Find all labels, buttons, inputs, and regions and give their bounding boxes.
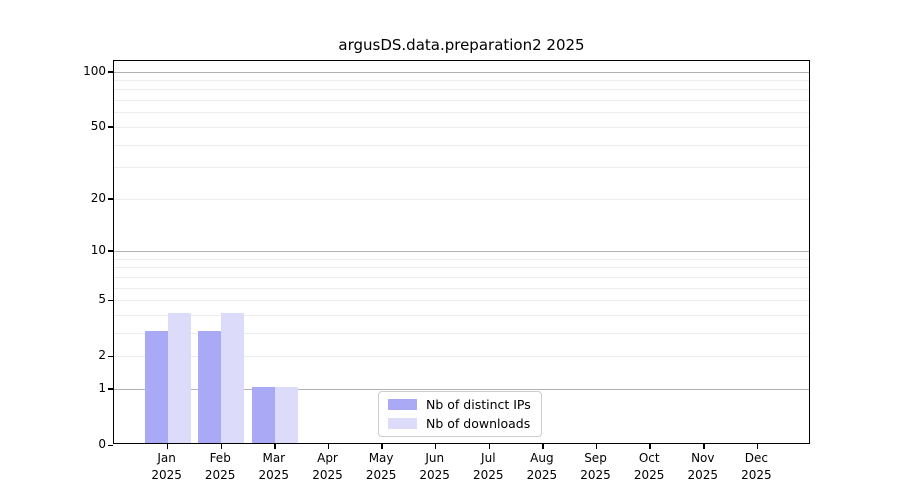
major-gridline	[114, 250, 809, 252]
y-tick-label: 1	[98, 380, 106, 395]
x-tick	[327, 444, 330, 449]
x-tick-label: Apr 2025	[312, 451, 343, 482]
y-tick-label: 100	[83, 63, 106, 78]
x-tick-label: Jun 2025	[419, 451, 450, 482]
minor-gridline	[114, 112, 809, 114]
y-tick	[108, 299, 113, 301]
minor-gridline	[114, 89, 809, 91]
x-tick-label: Oct 2025	[633, 451, 665, 482]
x-tick-label: Mar 2025	[258, 451, 290, 482]
x-tick-label: Aug 2025	[526, 451, 558, 482]
y-tick	[108, 126, 113, 128]
bar-distinct-ips	[251, 386, 275, 443]
minor-gridline	[114, 79, 809, 81]
x-tick	[542, 444, 544, 449]
minor-gridline	[114, 300, 809, 301]
legend-label-downloads: Nb of downloads	[426, 416, 531, 431]
x-tick	[649, 444, 651, 449]
minor-gridline	[114, 276, 809, 278]
y-tick-label: 2	[98, 348, 106, 363]
legend-entry-distinct-ips: Nb of distinct IPs	[388, 397, 531, 412]
minor-gridline	[114, 356, 809, 358]
minor-gridline	[114, 314, 809, 316]
x-tick	[381, 444, 383, 449]
x-tick-label: Sep 2025	[580, 451, 611, 482]
minor-gridline	[114, 100, 809, 101]
minor-gridline	[114, 258, 809, 260]
x-tick	[220, 444, 222, 449]
major-gridline	[114, 71, 809, 73]
x-tick-label: Feb 2025	[204, 451, 236, 482]
legend-label-distinct-ips: Nb of distinct IPs	[426, 397, 531, 412]
x-tick	[274, 444, 276, 449]
plot-area	[108, 60, 810, 449]
y-tick	[108, 388, 113, 390]
y-tick-label: 50	[90, 118, 106, 133]
x-tick	[434, 444, 437, 449]
legend: Nb of distinct IPs Nb of downloads	[378, 391, 542, 437]
minor-gridline	[114, 126, 809, 128]
y-tick	[108, 355, 113, 358]
y-tick-label: 20	[90, 190, 106, 205]
bar-distinct-ips	[198, 330, 222, 443]
bar-distinct-ips	[144, 330, 168, 443]
minor-gridline	[114, 287, 809, 289]
bar-downloads	[221, 312, 245, 443]
y-tick	[108, 198, 113, 200]
y-tick	[108, 250, 113, 252]
bar-downloads	[274, 386, 298, 443]
x-tick	[488, 444, 491, 449]
y-tick	[108, 71, 113, 73]
x-tick	[703, 444, 705, 449]
x-tick	[756, 444, 759, 449]
x-tick-label: Dec 2025	[741, 451, 772, 482]
y-tick	[108, 444, 113, 446]
x-tick-label: May 2025	[365, 451, 397, 482]
chart-title: argusDS.data.preparation2 2025	[338, 36, 585, 54]
y-tick-label: 0	[98, 437, 106, 451]
bar-downloads	[167, 312, 191, 443]
y-tick-label: 5	[98, 292, 106, 306]
major-gridline	[114, 388, 809, 390]
minor-gridline	[114, 267, 809, 269]
y-tick-label: 10	[90, 242, 106, 257]
legend-swatch-distinct-ips	[388, 399, 417, 410]
minor-gridline	[114, 144, 809, 146]
x-tick-label: Nov 2025	[687, 451, 719, 482]
minor-gridline	[114, 167, 809, 169]
minor-gridline	[114, 332, 809, 334]
x-tick-label: Jan 2025	[151, 451, 182, 482]
x-tick-label: Jul 2025	[473, 451, 504, 482]
x-tick	[166, 444, 169, 449]
legend-swatch-downloads	[388, 418, 417, 429]
x-tick	[595, 444, 598, 449]
legend-entry-downloads: Nb of downloads	[388, 416, 531, 431]
minor-gridline	[114, 198, 809, 200]
